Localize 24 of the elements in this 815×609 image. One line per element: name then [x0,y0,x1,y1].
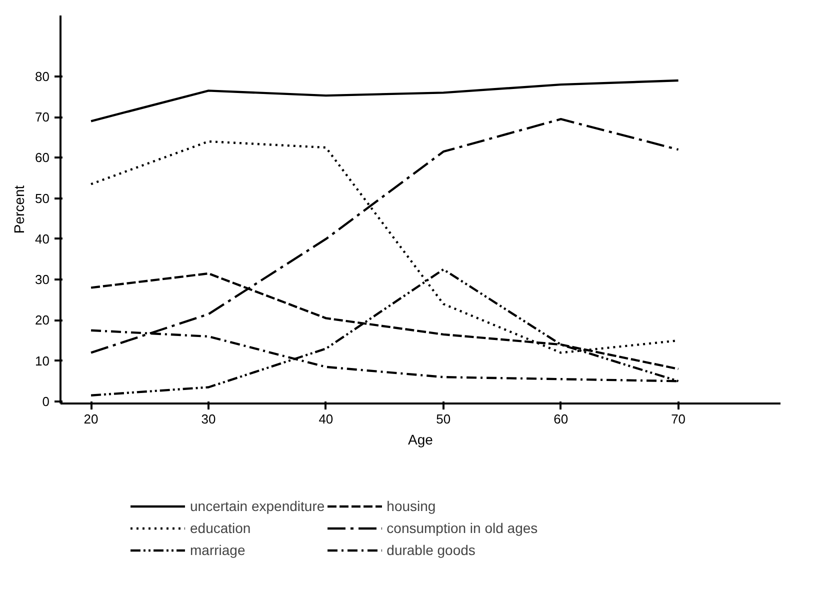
y-tick-label: 0 [42,394,50,409]
y-axis-title: Percent [11,185,28,234]
line-series [90,79,680,122]
legend-label: marriage [190,542,246,558]
x-tick-label: 30 [201,412,216,426]
y-tick-label: 20 [35,312,50,328]
y-tick-label: 40 [35,231,50,246]
x-tick-label: 40 [318,412,334,426]
x-axis-title: Age [408,432,434,448]
legend-label: education [190,520,251,536]
y-tick-label: 60 [35,150,50,166]
y-tick-label: 70 [35,110,50,125]
x-tick-label: 20 [84,412,98,426]
legend-label: consumption in old ages [386,520,538,536]
y-tick-label: 30 [35,272,50,288]
y-tick-label: 50 [35,190,50,206]
y-tick-label: 10 [35,353,50,368]
y-tick-label: 80 [35,68,50,84]
legend-label: housing [386,498,436,514]
legend-label: durable goods [386,542,476,558]
legend-label: uncertain expenditure [190,498,325,514]
x-tick-label: 60 [554,412,568,426]
x-tick-label: 70 [671,412,686,426]
x-tick-label: 50 [436,412,451,426]
